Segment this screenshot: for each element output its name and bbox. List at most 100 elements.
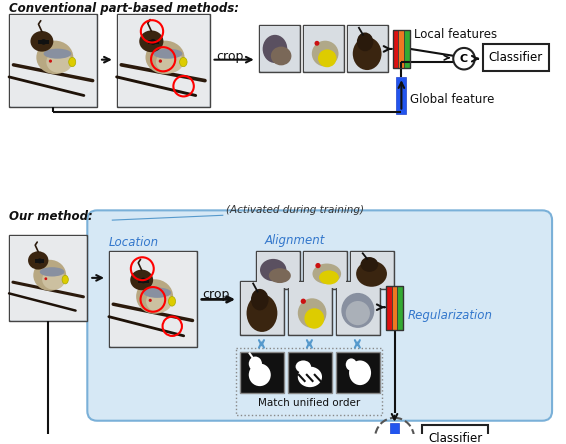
Bar <box>38 40 49 44</box>
Circle shape <box>44 278 47 280</box>
Bar <box>393 30 398 67</box>
Circle shape <box>453 48 475 69</box>
Ellipse shape <box>361 257 378 272</box>
Bar <box>393 30 410 67</box>
Bar <box>288 352 332 393</box>
Ellipse shape <box>156 51 183 73</box>
Bar <box>348 26 387 71</box>
Circle shape <box>140 278 146 283</box>
Text: (Activated during training): (Activated during training) <box>226 205 365 215</box>
Text: Classifier: Classifier <box>488 51 543 64</box>
Bar <box>483 44 549 71</box>
Bar <box>350 253 393 288</box>
Ellipse shape <box>42 270 65 289</box>
Bar <box>303 251 346 289</box>
Bar <box>346 25 388 72</box>
Bar <box>10 15 96 106</box>
Text: crop: crop <box>216 50 244 63</box>
Ellipse shape <box>46 51 72 73</box>
Text: Local features: Local features <box>414 28 498 41</box>
Ellipse shape <box>248 364 271 386</box>
Ellipse shape <box>146 290 172 313</box>
Bar <box>303 26 342 71</box>
Ellipse shape <box>33 260 66 291</box>
Bar <box>109 251 197 347</box>
Text: Global feature: Global feature <box>410 93 495 106</box>
Bar <box>117 14 209 107</box>
Bar <box>259 25 299 72</box>
Text: Our method:: Our method: <box>9 210 93 223</box>
Bar <box>260 26 299 71</box>
Bar <box>386 285 404 330</box>
Ellipse shape <box>153 49 182 59</box>
Bar <box>392 285 397 330</box>
Ellipse shape <box>353 37 381 70</box>
Ellipse shape <box>40 267 65 277</box>
Ellipse shape <box>28 251 49 270</box>
Bar <box>289 282 331 333</box>
Bar <box>35 259 44 263</box>
Text: C: C <box>460 54 468 63</box>
Bar <box>110 253 196 346</box>
Ellipse shape <box>298 367 322 387</box>
Bar <box>386 285 392 330</box>
Bar <box>288 281 332 335</box>
Bar <box>397 285 404 330</box>
Ellipse shape <box>31 31 53 52</box>
Bar <box>138 279 148 283</box>
Bar <box>240 352 284 393</box>
FancyBboxPatch shape <box>87 210 552 421</box>
Ellipse shape <box>341 293 374 328</box>
Ellipse shape <box>349 361 371 385</box>
Text: Regularization: Regularization <box>408 309 492 321</box>
Bar <box>404 30 410 67</box>
Ellipse shape <box>145 41 185 74</box>
Text: Match unified order: Match unified order <box>258 398 361 408</box>
Circle shape <box>49 59 52 63</box>
Circle shape <box>315 41 319 46</box>
Ellipse shape <box>36 41 74 74</box>
Circle shape <box>158 59 162 63</box>
Circle shape <box>149 299 152 302</box>
Ellipse shape <box>312 41 338 67</box>
Ellipse shape <box>139 31 164 52</box>
Ellipse shape <box>263 35 288 63</box>
Ellipse shape <box>305 308 324 329</box>
Circle shape <box>315 263 320 268</box>
Ellipse shape <box>357 32 374 51</box>
Ellipse shape <box>318 49 336 67</box>
Circle shape <box>37 258 42 263</box>
Ellipse shape <box>269 268 291 283</box>
Bar <box>337 282 379 333</box>
Bar <box>236 349 382 415</box>
Ellipse shape <box>248 357 262 371</box>
Ellipse shape <box>136 279 173 314</box>
Text: Alignment: Alignment <box>264 234 325 247</box>
Bar <box>148 40 158 44</box>
Text: Location: Location <box>109 236 159 249</box>
Ellipse shape <box>68 57 76 67</box>
Text: crop: crop <box>202 288 229 301</box>
Bar <box>9 14 97 107</box>
Ellipse shape <box>130 270 153 290</box>
Circle shape <box>41 39 46 45</box>
Ellipse shape <box>44 49 71 59</box>
Ellipse shape <box>260 259 286 281</box>
Bar <box>240 281 284 335</box>
Bar <box>256 253 299 288</box>
Bar <box>10 236 87 320</box>
Ellipse shape <box>179 57 187 67</box>
Bar <box>389 423 400 444</box>
Ellipse shape <box>346 301 370 325</box>
Bar <box>9 235 87 321</box>
Bar <box>350 251 393 289</box>
Ellipse shape <box>62 275 68 284</box>
Bar <box>118 15 209 106</box>
Text: Conventional part-based methods:: Conventional part-based methods: <box>9 2 239 15</box>
Ellipse shape <box>143 288 171 298</box>
Text: Classifier: Classifier <box>428 432 482 444</box>
Bar <box>241 282 283 333</box>
Bar <box>256 251 299 289</box>
Bar <box>303 253 346 288</box>
Bar <box>336 352 380 393</box>
